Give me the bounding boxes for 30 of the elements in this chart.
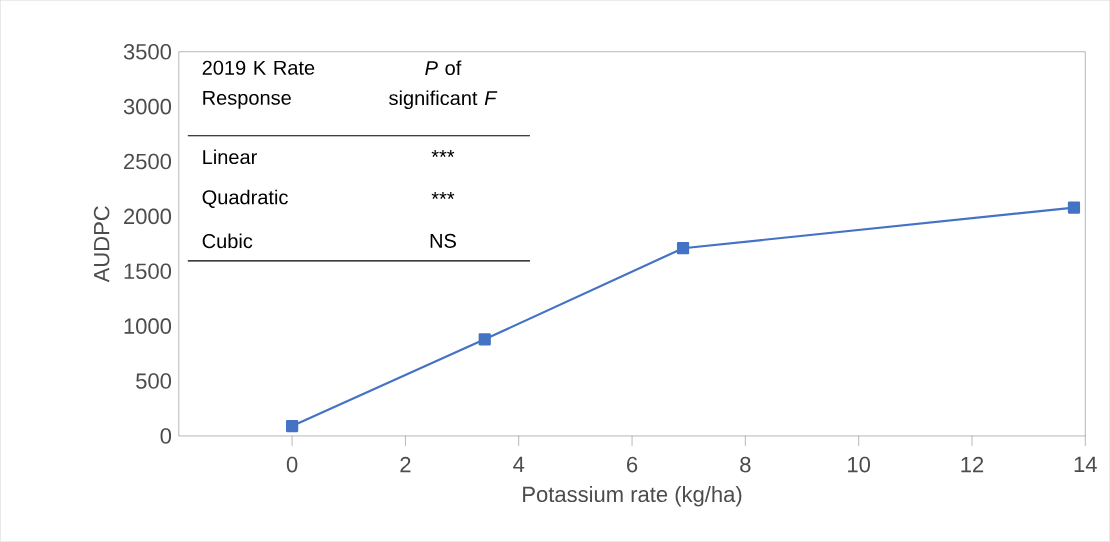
y-tick-label: 2000 [124,208,172,225]
y-tick-label: 2500 [124,153,172,170]
annotation: *** [431,150,455,158]
y-tick-label: 0 [160,428,172,444]
annotation: Cubic [202,233,253,249]
y-tick-label: 3500 [123,44,172,60]
point [676,242,690,255]
y-axis-title: AUDPC [93,206,110,283]
x-tick-label: 2 [400,456,411,473]
x-tick-label: 4 [513,456,525,473]
y-tick-label: 500 [136,373,172,389]
x-tick-label: 6 [627,456,638,473]
annotation: NS [430,233,456,249]
x-tick-label: 10 [848,456,871,473]
x-tick-label: 14 [1074,456,1097,473]
annotation: Quadratic [202,189,288,209]
annotation: 2019 K Rate Response [202,60,315,109]
x-axis-title: Potassium rate (kg/ha) [523,486,742,507]
point [286,420,299,433]
y-tick-label: 1500 [124,263,172,280]
annotation: Linear [203,149,257,165]
point [1067,201,1081,214]
point [478,333,491,346]
x-tick-label: 0 [286,456,298,473]
x-tick-label: 8 [740,456,751,473]
y-tick-label: 1000 [124,318,172,335]
y-tick-label: 3000 [123,98,172,115]
x-tick-label: 12 [961,456,984,473]
annotation: *** [431,192,455,200]
annotation: P of significant F [389,60,498,110]
